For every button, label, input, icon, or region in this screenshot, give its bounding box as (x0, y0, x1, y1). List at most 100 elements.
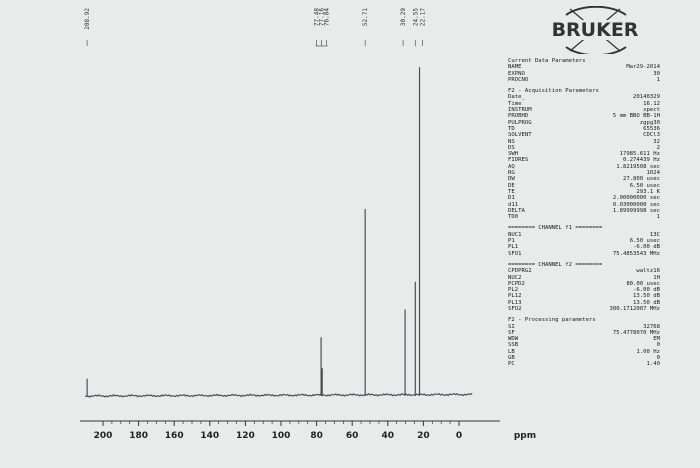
current-param-row: PROCNO 1 (508, 77, 660, 83)
param-name: NAME (508, 64, 522, 71)
x-tick-label: 0 (456, 431, 462, 441)
peak-label: 76.84 (324, 8, 331, 26)
param-value: 5 mm BBO BB-1H (612, 113, 660, 120)
peak-label: 52.71 (362, 8, 369, 26)
x-tick-label: 200 (94, 431, 113, 441)
proc-param-row: WDW EM (508, 336, 660, 342)
baseline-trace (85, 392, 473, 398)
param-value: 1.40 (646, 361, 660, 368)
acq-param-row: DELTA 1.89999998 sec (508, 208, 660, 214)
peak-lines (86, 67, 421, 396)
param-value: 1 (656, 214, 660, 221)
param-name: NS (508, 138, 515, 145)
param-name: LB (508, 348, 515, 355)
param-value: 80.00 usec (626, 280, 660, 287)
param-name: SSB (508, 342, 519, 349)
param-name: TD0 (508, 214, 519, 221)
ch1-param-row: SFO1 75.4853543 MHz (508, 251, 660, 257)
param-value: 6.50 usec (629, 182, 660, 189)
ch2-param-row: SFO2 300.1712007 MHz (508, 306, 660, 312)
param-name: Date_ (508, 94, 525, 101)
param-value: -6.00 dB (633, 287, 660, 294)
peak-label: 77.16 (319, 8, 326, 26)
param-name: SFO1 (508, 250, 522, 257)
x-tick-label: 60 (346, 431, 359, 441)
param-name: PROBHD (508, 113, 529, 120)
param-name: DW (508, 176, 515, 183)
param-value: 0 (656, 342, 660, 349)
param-value: 65536 (643, 125, 660, 132)
current-param-row: EXPNO 30 (508, 71, 660, 77)
param-name: Time (508, 100, 522, 107)
param-name: RG (508, 170, 515, 177)
param-value: 1.00 Hz (636, 348, 660, 355)
acq-param-row: DW 27.800 usec (508, 176, 660, 182)
acq-param-row: D1 2.00000000 sec (508, 195, 660, 201)
param-name: TE (508, 188, 515, 195)
param-value: 1H (653, 274, 660, 281)
param-value: 13.50 dB (633, 299, 660, 306)
param-value: 75.4853543 MHz (612, 250, 660, 257)
baseline (85, 392, 473, 398)
param-value: 75.4778070 MHz (612, 329, 660, 336)
peak-label: 208.92 (84, 8, 91, 30)
param-value: EM (653, 336, 660, 343)
acq-param-row: TD 65536 (508, 126, 660, 132)
acq-param-row: NS 32 (508, 139, 660, 145)
acq-param-row: AQ 1.8219508 sec (508, 164, 660, 170)
acq-param-row: PULPROG zgpg30 (508, 120, 660, 126)
brand-text: BRUKER (552, 19, 639, 41)
param-value: Mar29-2014 (626, 64, 660, 71)
param-value: 1024 (646, 170, 660, 177)
param-value: 27.800 usec (622, 176, 660, 183)
ch2-param-row: PCPD2 80.00 usec (508, 281, 660, 287)
acq-param-row: TD0 1 (508, 214, 660, 220)
param-name: PROCNO (508, 76, 529, 83)
x-tick-label: 180 (129, 431, 148, 441)
peak-label: 77.48 (314, 8, 321, 26)
acq-param-row: DS 2 (508, 145, 660, 151)
acq-param-row: RG 1024 (508, 170, 660, 176)
proc-param-row: SF 75.4778070 MHz (508, 330, 660, 336)
ch2-param-row: PL12 13.50 dB (508, 293, 660, 299)
proc-param-row: GB 0 (508, 355, 660, 361)
proc-title: F2 - Processing parameters (508, 317, 596, 324)
param-name: NUC2 (508, 274, 522, 281)
param-name: SWH (508, 151, 519, 158)
param-name: PL12 (508, 293, 522, 300)
acq-param-row: d11 0.03000000 sec (508, 202, 660, 208)
param-value: 0.03000000 sec (612, 201, 660, 208)
x-tick-label: 160 (165, 431, 184, 441)
ch2-param-row: CPDPRG2 waltz16 (508, 268, 660, 274)
param-value: -6.00 dB (633, 244, 660, 251)
x-axis-label: ppm (514, 431, 536, 441)
x-tick-label: 120 (236, 431, 255, 441)
param-name: WDW (508, 336, 519, 343)
acq-param-row: PROBHD 5 mm BBO BB-1H (508, 113, 660, 119)
param-name: PL1 (508, 244, 519, 251)
proc-param-row: SI 32768 (508, 324, 660, 330)
proc-param-row: PC 1.40 (508, 361, 660, 367)
acq-title: F2 - Acquisition Parameters (508, 88, 599, 95)
peak-label: 24.55 (412, 8, 419, 26)
param-name: SI (508, 323, 515, 330)
x-tick-label: 20 (417, 431, 430, 441)
param-value: 32 (653, 138, 660, 145)
ch1-param-row: P1 6.50 usec (508, 238, 660, 244)
param-name: SF (508, 329, 515, 336)
param-name: EXPNO (508, 70, 525, 77)
param-value: 17985.611 Hz (619, 151, 660, 158)
acq-param-row: FIDRES 0.274439 Hz (508, 157, 660, 163)
param-name: PC (508, 361, 515, 368)
param-value: waltz16 (636, 268, 660, 275)
peak-label: 30.29 (400, 8, 407, 26)
ch1-param-row: PL1 -6.00 dB (508, 244, 660, 250)
param-name: D1 (508, 195, 515, 202)
channel-f1-title: ======== CHANNEL f1 ======== (508, 225, 603, 232)
acq-param-row: SOLVENT CDCl3 (508, 132, 660, 138)
param-value: CDCl3 (643, 132, 660, 139)
param-name: SOLVENT (508, 132, 532, 139)
param-value: 6.50 usec (629, 238, 660, 245)
param-value: 32768 (643, 323, 660, 330)
